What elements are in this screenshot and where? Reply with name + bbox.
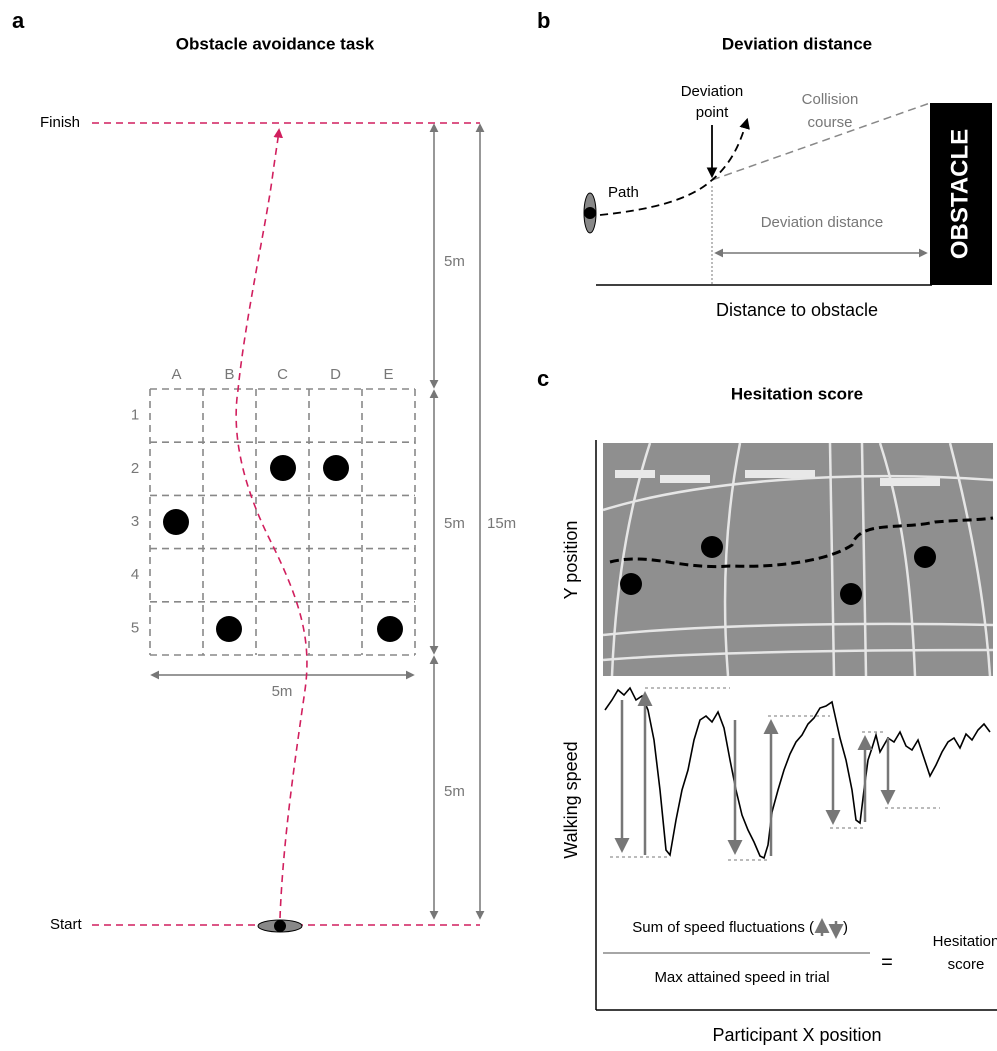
segment-label: 5m xyxy=(444,515,465,532)
path-label: Path xyxy=(608,184,639,201)
obstacle-label: OBSTACLE xyxy=(946,129,973,259)
equals-sign: = xyxy=(881,951,893,973)
obstacle xyxy=(270,455,296,481)
reference-lines xyxy=(610,688,940,860)
light xyxy=(745,470,815,478)
formula-numerator: Sum of speed fluctuations ( xyxy=(632,919,814,936)
distance-label: Deviation distance xyxy=(761,214,884,231)
light xyxy=(880,478,940,486)
panel-b: b Deviation distance OBSTACLE Path Devia… xyxy=(537,8,992,320)
light xyxy=(615,470,655,478)
deviation-point-label: Deviation xyxy=(681,83,744,100)
segment-label: 5m xyxy=(444,253,465,270)
panel-a: a Obstacle avoidance task Finish Start 5… xyxy=(12,8,516,933)
panel-title: Obstacle avoidance task xyxy=(176,34,375,53)
panel-label: a xyxy=(12,8,25,33)
finish-label: Finish xyxy=(40,114,80,131)
row-label: 1 xyxy=(131,407,139,424)
panel-c: c Hesitation score Y position Walking sp… xyxy=(537,366,997,1045)
obstacle xyxy=(323,455,349,481)
total-label: 15m xyxy=(487,515,516,532)
x-axis-label: Distance to obstacle xyxy=(716,300,878,320)
row-label: 4 xyxy=(131,566,139,583)
column-label: B xyxy=(224,366,234,383)
light xyxy=(660,475,710,483)
obstacle xyxy=(914,546,936,568)
panel-title: Deviation distance xyxy=(722,34,872,53)
speed-trace xyxy=(605,688,990,858)
body: a Obstacle avoidance task Finish Start 5… xyxy=(0,0,997,1051)
column-label: D xyxy=(330,366,341,383)
collision-label: course xyxy=(807,114,852,131)
segment-label: 5m xyxy=(444,783,465,800)
formula-result: Hesitation xyxy=(933,933,997,950)
fluctuation-arrows xyxy=(622,694,888,856)
panel-label: c xyxy=(537,366,549,391)
page: {"panel_a":{"label":"a","title":"Obstacl… xyxy=(0,0,997,1051)
panel-title: Hesitation score xyxy=(731,384,863,403)
start-label: Start xyxy=(50,916,83,933)
formula-numerator: ) xyxy=(843,919,848,936)
obstacle xyxy=(840,583,862,605)
y-axis-label: Y position xyxy=(561,521,581,600)
row-label: 5 xyxy=(131,619,139,636)
grid xyxy=(150,389,415,655)
y-axis-label: Walking speed xyxy=(561,741,581,858)
grid-width-label: 5m xyxy=(272,683,293,700)
collision-label: Collision xyxy=(802,91,859,108)
x-axis-label: Participant X position xyxy=(712,1025,881,1045)
person-head xyxy=(584,207,596,219)
obstacle xyxy=(163,509,189,535)
person-head xyxy=(274,920,286,932)
obstacle xyxy=(216,616,242,642)
obstacle xyxy=(701,536,723,558)
row-label: 3 xyxy=(131,513,139,530)
row-label: 2 xyxy=(131,460,139,477)
obstacle xyxy=(377,616,403,642)
deviation-point-label: point xyxy=(696,104,729,121)
photo xyxy=(603,443,993,676)
formula-result: score xyxy=(948,956,985,973)
figure: a Obstacle avoidance task Finish Start 5… xyxy=(0,0,997,1051)
column-label: E xyxy=(383,366,393,383)
formula-denominator: Max attained speed in trial xyxy=(654,969,829,986)
walking-path xyxy=(236,130,307,918)
column-label: A xyxy=(171,366,181,383)
column-label: C xyxy=(277,366,288,383)
panel-label: b xyxy=(537,8,550,33)
obstacle xyxy=(620,573,642,595)
